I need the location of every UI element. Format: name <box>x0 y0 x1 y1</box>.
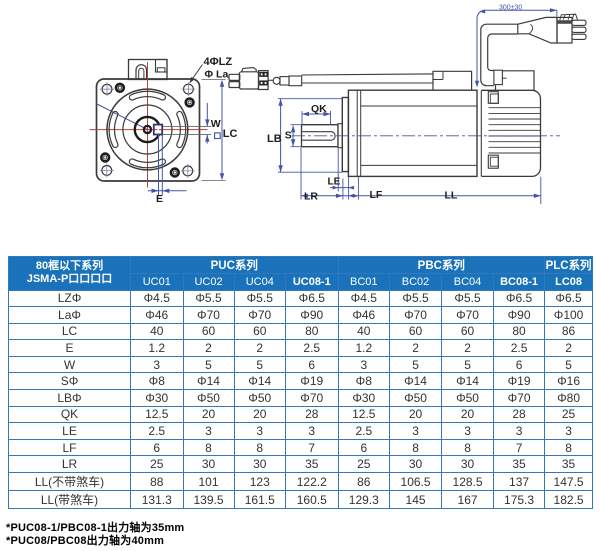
svg-text:LL: LL <box>445 190 458 202</box>
svg-text:LF: LF <box>370 189 383 201</box>
svg-text:QK: QK <box>311 103 327 115</box>
svg-text:LC: LC <box>223 128 238 140</box>
svg-text:300±30: 300±30 <box>499 5 522 12</box>
svg-text:LR: LR <box>304 191 318 203</box>
svg-text:S: S <box>285 130 292 142</box>
svg-text:LB: LB <box>267 133 282 145</box>
svg-text:W: W <box>211 118 221 130</box>
svg-text:E: E <box>156 193 163 205</box>
svg-text:Φ La: Φ La <box>205 69 229 81</box>
svg-text:LE: LE <box>328 177 341 188</box>
svg-text:4ΦLZ: 4ΦLZ <box>204 56 233 68</box>
